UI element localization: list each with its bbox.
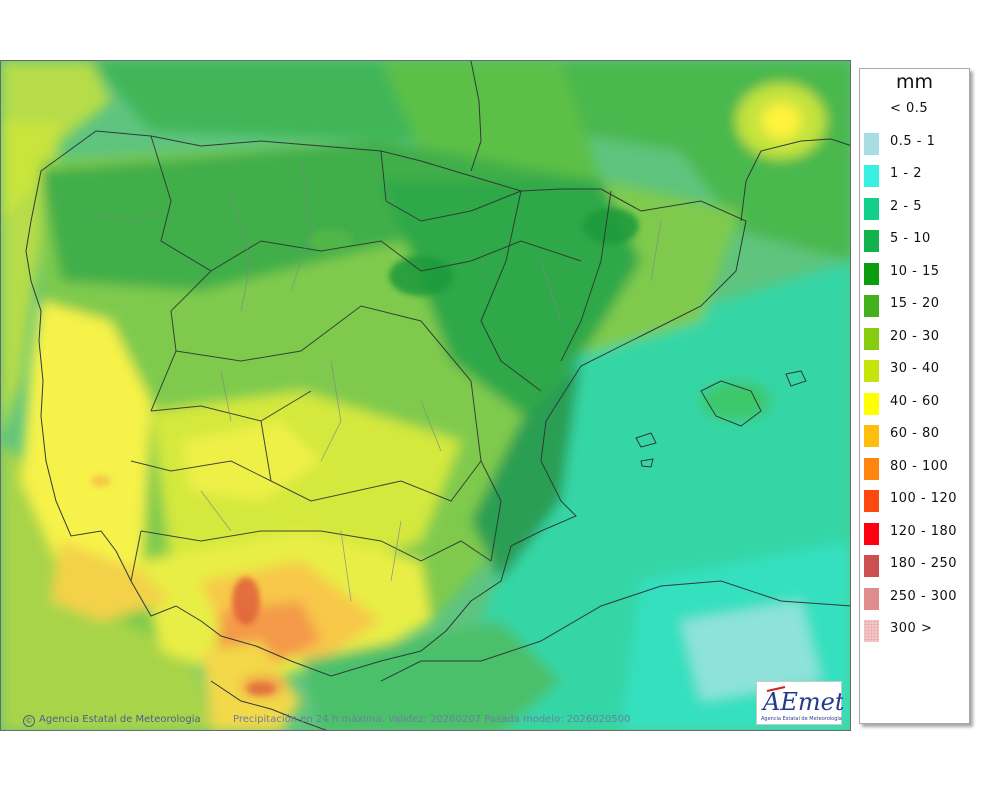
- legend-label: 40 - 60: [890, 393, 940, 409]
- coastlines: [25, 61, 850, 730]
- legend-swatch: [864, 295, 879, 317]
- legend-swatch: [864, 100, 879, 122]
- precipitation-legend: mm < 0.5 0.5 - 1 1 - 2 2 - 5 5 - 10 10 - 15 15…: [859, 68, 970, 724]
- legend-swatch: [864, 457, 879, 480]
- legend-swatch: [864, 360, 879, 382]
- legend-item: 0.5 - 1: [864, 132, 968, 155]
- legend-label: 100 - 120: [890, 491, 958, 506]
- copyright-icon: ©: [23, 715, 35, 727]
- legend-label: 30 - 40: [890, 361, 940, 376]
- legend-item: 20 - 30: [864, 327, 968, 350]
- legend-item: 180 - 250: [864, 554, 968, 577]
- legend-unit: mm: [895, 71, 934, 93]
- legend-label: 5 - 10: [890, 231, 931, 246]
- legend-swatch: [864, 555, 879, 577]
- legend-label: 120 - 180: [890, 523, 958, 539]
- legend-swatch: [864, 620, 879, 642]
- precipitation-map: © Agencia Estatal de Meteorologia Precipi…: [0, 60, 851, 731]
- legend-label: 180 - 250: [890, 556, 958, 571]
- province-borders: [90, 160, 662, 602]
- legend-item: < 0.5: [864, 99, 968, 122]
- logo-subtitle: Agencia Estatal de Meteorologia: [761, 716, 842, 722]
- legend-item: 80 - 100: [864, 457, 968, 480]
- aemet-logo-graphic: AEmet: [761, 686, 843, 716]
- legend-item: 30 - 40: [864, 359, 968, 382]
- logo-wordmark: AEmet: [761, 688, 843, 716]
- legend-swatch: [864, 327, 879, 350]
- legend-label: 1 - 2: [890, 166, 922, 181]
- product-caption: Precipitación en 24 h máxima. Validez: 2…: [233, 714, 631, 725]
- legend-label: 300 >: [890, 621, 933, 636]
- legend-item: 300 >: [864, 619, 968, 642]
- legend-label: 15 - 20: [890, 296, 940, 311]
- legend-label: 60 - 80: [890, 426, 940, 441]
- legend-label: 2 - 5: [890, 198, 922, 214]
- agency-credit: © Agencia Estatal de Meteorologia: [23, 714, 201, 727]
- aemet-logo: AEmet Agencia Estatal de Meteorologia: [756, 681, 843, 725]
- legend-label: 10 - 15: [890, 263, 940, 279]
- legend-item: 60 - 80: [864, 424, 968, 447]
- legend-label: 0.5 - 1: [890, 133, 936, 149]
- legend-item: 120 - 180: [864, 522, 968, 545]
- agency-credit-text: Agencia Estatal de Meteorologia: [39, 714, 201, 725]
- legend-swatch: [864, 392, 879, 415]
- legend-item: 1 - 2: [864, 164, 968, 187]
- precipitation-map-graphic: [1, 61, 850, 730]
- legend-swatch: [864, 165, 879, 187]
- legend-swatch: [864, 230, 879, 252]
- legend-swatch: [864, 262, 879, 285]
- legend-item: 2 - 5: [864, 197, 968, 220]
- legend-label: 250 - 300: [890, 588, 958, 604]
- legend-swatch: [864, 587, 879, 610]
- legend-label: 80 - 100: [890, 458, 949, 474]
- legend-item: 10 - 15: [864, 262, 968, 285]
- precipitation-detail: [91, 208, 639, 695]
- region-borders: [130, 135, 612, 582]
- legend-item: 40 - 60: [864, 392, 968, 415]
- legend-swatch: [864, 490, 879, 512]
- legend-label: 20 - 30: [890, 328, 940, 344]
- legend-swatch: [864, 425, 879, 447]
- legend-item: 5 - 10: [864, 229, 968, 252]
- legend-swatch: [864, 522, 879, 545]
- legend-swatch: [864, 197, 879, 220]
- legend-item: 15 - 20: [864, 294, 968, 317]
- legend-item: 250 - 300: [864, 587, 968, 610]
- legend-label: < 0.5: [890, 101, 929, 116]
- legend-item: 100 - 120: [864, 489, 968, 512]
- legend-swatch: [864, 132, 879, 155]
